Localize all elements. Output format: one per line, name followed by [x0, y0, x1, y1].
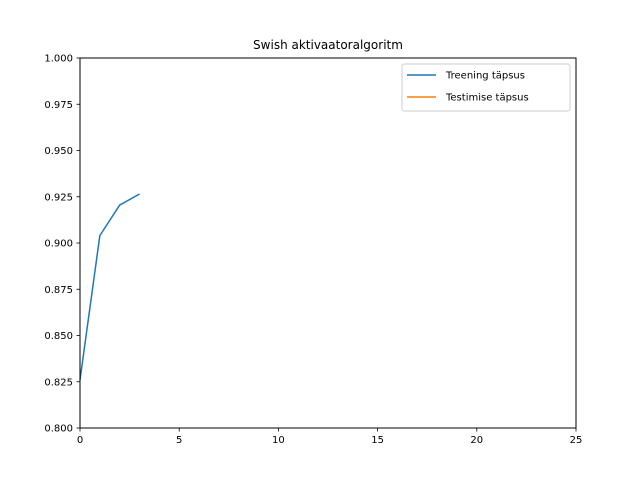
y-tick-label: 0.975 — [44, 100, 73, 111]
x-tick-label: 25 — [570, 435, 583, 446]
y-tick-label: 0.850 — [44, 331, 73, 342]
y-tick-label: 0.875 — [44, 285, 73, 296]
y-tick-label: 0.950 — [44, 146, 73, 157]
x-tick-label: 0 — [77, 435, 83, 446]
legend: Treening täpsus Testimise täpsus — [401, 63, 571, 112]
series-line-0 — [79, 193, 140, 381]
x-tick-label: 10 — [272, 435, 285, 446]
y-tick-label: 0.900 — [44, 239, 73, 250]
chart-title: Swish aktivaatoralgoritm — [253, 38, 403, 52]
y-tick-label: 0.825 — [44, 377, 73, 388]
y-tick-label: 1.000 — [44, 54, 73, 65]
x-tick-label: 5 — [176, 435, 182, 446]
y-tick-label: 0.800 — [44, 424, 73, 435]
ticks-layer: 0 5 10 15 20 25 0.800 0.825 0.850 0.875 0.900 0.925… — [44, 54, 582, 447]
legend-label: Treening täpsus — [445, 71, 525, 82]
legend-box — [401, 63, 571, 112]
plot-area — [80, 58, 576, 428]
x-tick-label: 15 — [371, 435, 384, 446]
y-tick-label: 0.925 — [44, 192, 73, 203]
x-tick-label: 20 — [470, 435, 483, 446]
legend-label: Testimise täpsus — [445, 93, 529, 104]
